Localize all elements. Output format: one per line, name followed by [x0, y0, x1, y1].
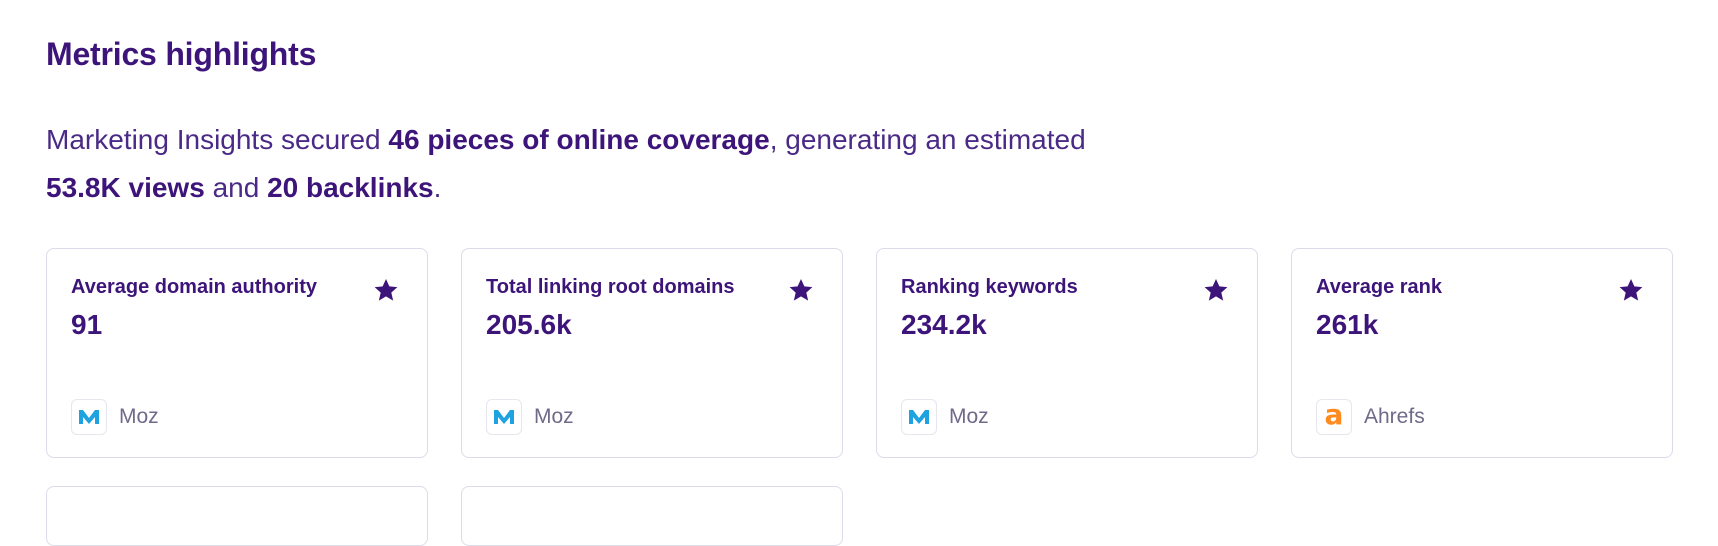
- metric-label: Total linking root domains: [486, 276, 735, 298]
- metric-source: Moz: [901, 399, 989, 435]
- metric-value: 261k: [1316, 309, 1379, 340]
- source-name: Moz: [949, 405, 989, 428]
- metric-value: 91: [71, 309, 103, 340]
- metric-source: Moz: [71, 399, 159, 435]
- metric-source: a Ahrefs: [1316, 399, 1425, 435]
- views-count: 53.8K views: [46, 172, 205, 203]
- coverage-summary: Marketing Insights secured 46 pieces of …: [46, 116, 1346, 212]
- metric-source: Moz: [486, 399, 574, 435]
- ahrefs-logo-icon: a: [1316, 399, 1352, 435]
- section-title: Metrics highlights: [46, 36, 317, 72]
- metric-label: Average domain authority: [71, 276, 317, 298]
- and-text: and: [212, 172, 260, 203]
- source-name: Moz: [119, 405, 159, 428]
- period-text: .: [433, 172, 442, 203]
- secured-text: secured: [281, 124, 381, 155]
- generating-text: , generating an estimated: [769, 124, 1086, 155]
- metric-label: Ranking keywords: [901, 276, 1078, 298]
- source-name: Moz: [534, 405, 574, 428]
- metric-card-partial: [461, 486, 843, 546]
- metric-card-domain-authority: Average domain authority 91 Moz: [46, 248, 428, 458]
- company-name: Marketing Insights: [46, 124, 274, 155]
- metric-card-ranking-keywords: Ranking keywords 234.2k Moz: [876, 248, 1258, 458]
- star-icon[interactable]: [1203, 277, 1229, 303]
- metric-card-linking-root-domains: Total linking root domains 205.6k Moz: [461, 248, 843, 458]
- star-icon[interactable]: [788, 277, 814, 303]
- star-icon[interactable]: [1618, 277, 1644, 303]
- moz-logo-icon: [71, 399, 107, 435]
- metric-label: Average rank: [1316, 276, 1442, 298]
- metric-value: 205.6k: [486, 309, 572, 340]
- moz-logo-icon: [901, 399, 937, 435]
- source-name: Ahrefs: [1364, 405, 1425, 428]
- metric-value: 234.2k: [901, 309, 987, 340]
- coverage-count: 46 pieces of online coverage: [388, 124, 770, 155]
- metric-card-average-rank: Average rank 261k a Ahrefs: [1291, 248, 1673, 458]
- moz-logo-icon: [486, 399, 522, 435]
- metric-card-partial: [46, 486, 428, 546]
- star-icon[interactable]: [373, 277, 399, 303]
- backlinks-count: 20 backlinks: [267, 172, 434, 203]
